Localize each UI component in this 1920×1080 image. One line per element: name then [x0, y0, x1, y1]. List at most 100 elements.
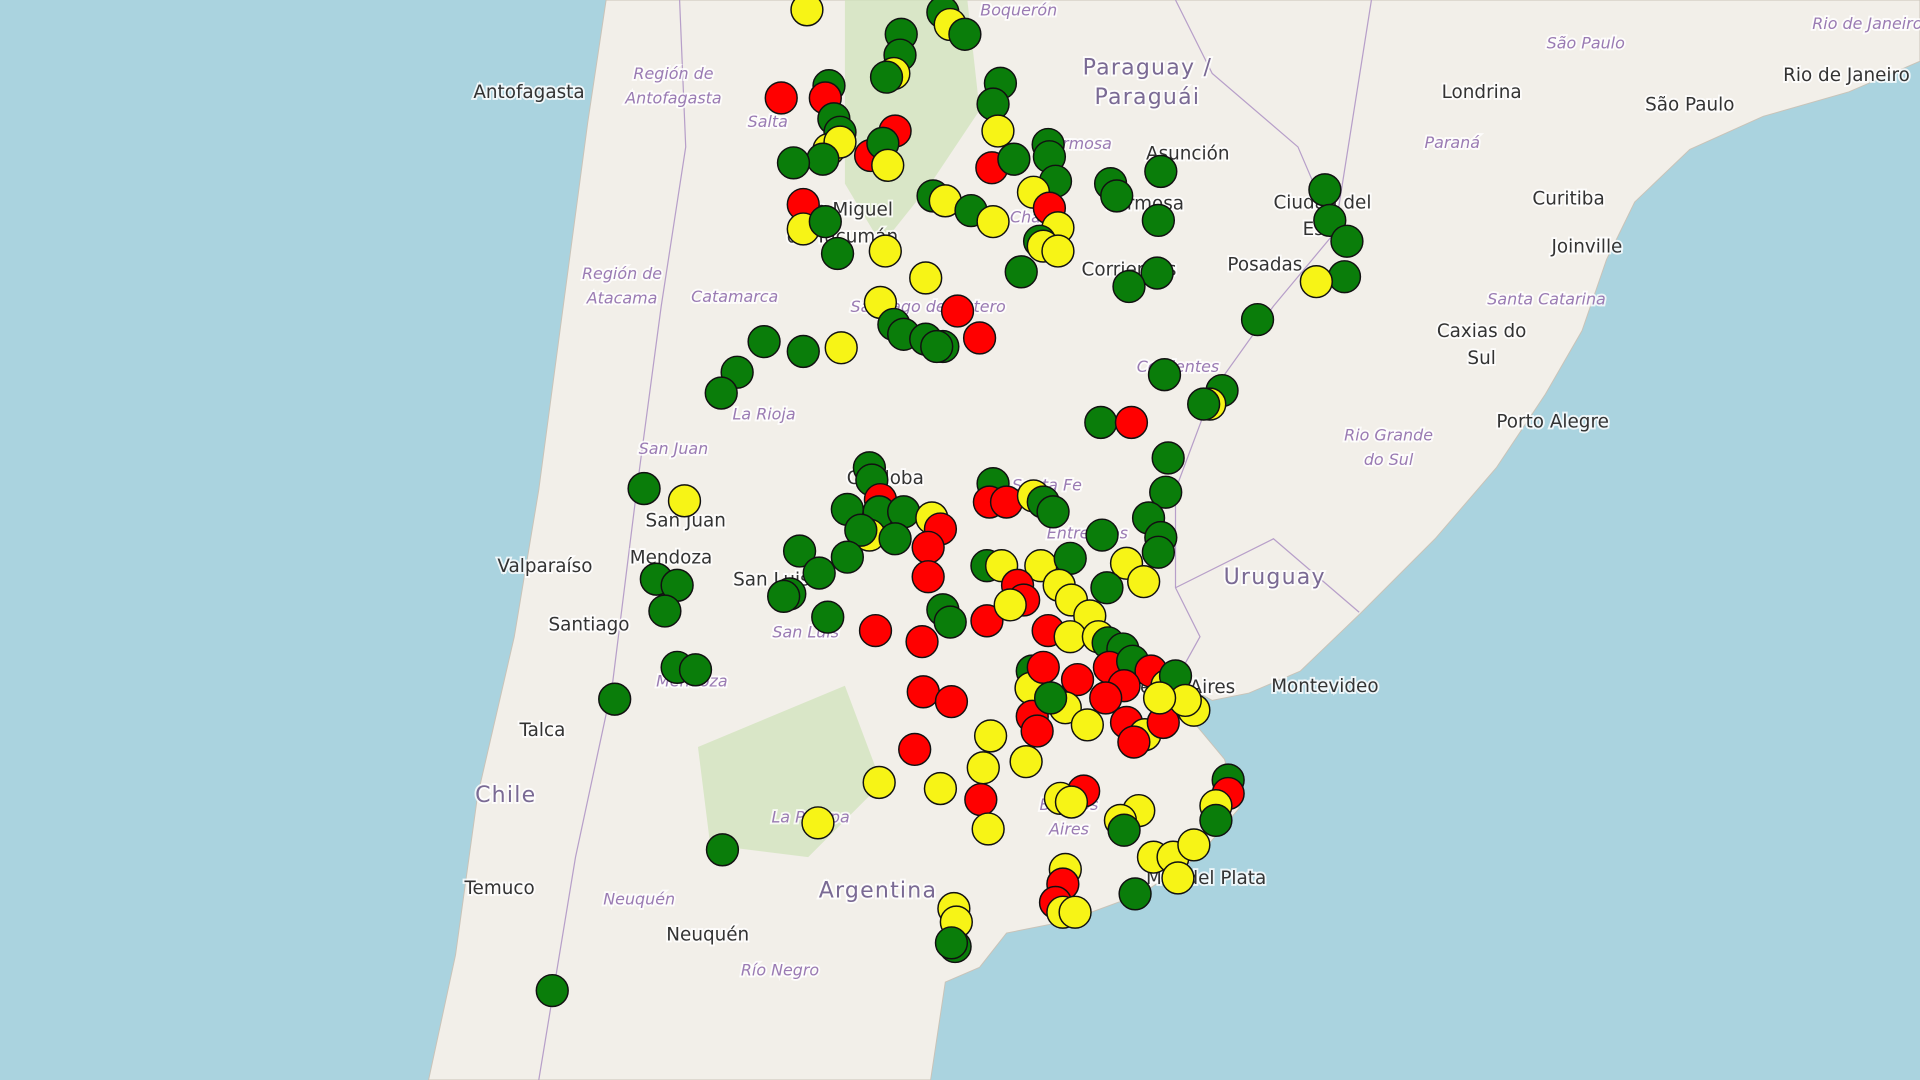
site-marker	[1144, 154, 1178, 189]
site-marker	[801, 806, 835, 840]
site-marker	[824, 331, 858, 365]
region-label: Boquerón	[980, 1, 1057, 20]
site-marker	[1177, 828, 1211, 862]
site-marker	[1327, 260, 1362, 294]
site-marker	[1142, 681, 1177, 715]
region-label: Santa Catarina	[1487, 290, 1606, 309]
site-marker	[1161, 861, 1195, 895]
site-marker	[786, 334, 820, 369]
site-marker	[906, 675, 940, 709]
site-marker	[1114, 405, 1149, 440]
site-marker	[934, 684, 969, 719]
site-marker	[934, 926, 969, 960]
site-marker	[1112, 269, 1146, 304]
site-marker	[971, 812, 1005, 846]
site-marker	[1299, 264, 1333, 299]
site-marker	[1100, 179, 1134, 213]
region-label: San Juan	[639, 439, 709, 458]
site-marker	[667, 484, 702, 518]
city-label: Londrina	[1442, 82, 1522, 103]
site-marker	[1141, 203, 1176, 238]
site-marker	[964, 782, 998, 817]
site-marker	[869, 60, 904, 94]
site-marker	[1240, 302, 1275, 337]
site-marker	[1127, 564, 1161, 599]
region-label: Neuquén	[603, 890, 675, 909]
site-marker	[1147, 358, 1182, 392]
site-marker	[871, 148, 905, 182]
site-marker	[976, 204, 1010, 239]
site-marker	[776, 146, 811, 180]
city-label: Temuco	[463, 878, 534, 899]
site-marker	[858, 613, 893, 648]
site-marker	[1118, 877, 1152, 911]
site-marker	[1085, 518, 1119, 552]
region-label: do Sul	[1364, 450, 1414, 469]
markers	[535, 0, 1364, 1008]
site-marker	[1054, 785, 1089, 819]
site-marker	[933, 605, 967, 639]
site-marker	[1149, 475, 1183, 509]
site-marker	[535, 973, 569, 1008]
city-label: Neuquén	[666, 925, 749, 946]
site-marker	[1060, 662, 1095, 697]
site-marker	[868, 234, 902, 268]
site-marker	[923, 771, 958, 806]
site-marker	[920, 329, 954, 364]
city-label: Caxias do	[1437, 321, 1527, 342]
site-marker	[1070, 708, 1104, 742]
region-label: Catamarca	[691, 287, 778, 306]
site-marker	[898, 732, 932, 767]
vegetation	[697, 0, 980, 858]
site-marker	[1009, 744, 1043, 779]
city-label: Porto Alegre	[1496, 411, 1609, 432]
site-marker	[973, 719, 1008, 753]
site-marker	[966, 751, 1000, 785]
site-marker	[962, 321, 997, 355]
site-marker	[981, 114, 1015, 148]
region-label: Región de	[582, 264, 662, 283]
region-label: Rio de Janeiro	[1812, 14, 1920, 33]
site-marker	[1107, 813, 1141, 847]
region-label: Rio Grande	[1344, 425, 1433, 444]
site-marker	[790, 0, 824, 27]
city-label: Joinville	[1551, 236, 1623, 257]
site-marker	[811, 600, 845, 634]
site-marker	[1089, 681, 1123, 715]
city-label: Valparaíso	[497, 556, 592, 577]
city-label: Mendoza	[630, 547, 713, 568]
city-label: Sul	[1467, 348, 1495, 369]
site-marker	[627, 471, 661, 506]
site-marker	[705, 833, 740, 867]
site-marker	[1187, 387, 1221, 421]
region-label: Paraná	[1425, 133, 1481, 152]
site-marker	[1026, 650, 1060, 684]
country-label: Uruguay	[1224, 565, 1326, 590]
city-label: Talca	[519, 720, 566, 741]
region-label: Región de	[633, 64, 713, 83]
site-marker	[1004, 255, 1038, 289]
site-marker	[802, 556, 836, 590]
region-label: La Rioja	[733, 405, 796, 424]
site-marker	[1141, 535, 1176, 569]
site-marker	[1053, 620, 1087, 654]
city-label: Posadas	[1227, 255, 1302, 276]
site-marker	[598, 682, 632, 716]
site-marker	[648, 594, 682, 628]
site-marker	[747, 324, 781, 359]
site-marker	[1033, 681, 1068, 715]
region-label: Atacama	[586, 288, 658, 307]
country-label: Chile	[475, 783, 536, 808]
site-marker	[1330, 224, 1364, 258]
region-label: Salta	[748, 112, 788, 131]
country-label: Argentina	[819, 878, 938, 903]
site-marker	[993, 588, 1027, 622]
site-marker	[948, 17, 982, 51]
site-marker	[1036, 495, 1070, 529]
site-marker	[806, 142, 840, 176]
region-label: Aires	[1048, 820, 1089, 839]
region-label: Antofagasta	[624, 89, 721, 108]
site-marker	[678, 653, 713, 687]
